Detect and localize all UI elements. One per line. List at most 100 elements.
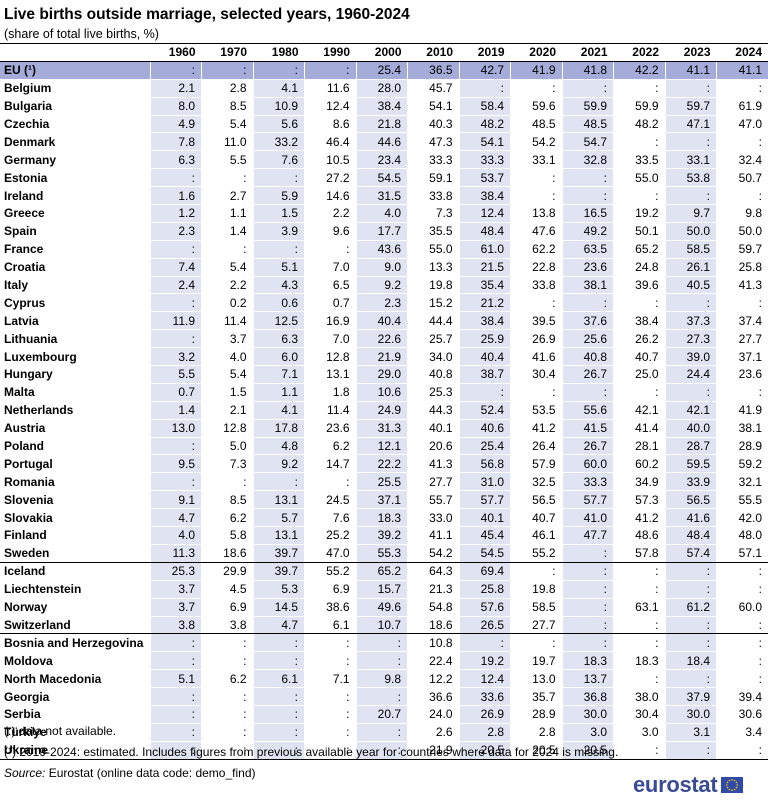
table-cell: : [201, 687, 253, 706]
table-cell: : [304, 705, 356, 724]
table-cell: 25.2 [304, 526, 356, 545]
table-cell: 32.8 [561, 150, 614, 170]
table-cell: : [304, 741, 356, 760]
table-cell: : [613, 79, 665, 98]
table-cell: 17.8 [252, 419, 305, 438]
row-label: Austria [0, 419, 150, 438]
table-cell: 6.3 [149, 150, 202, 170]
table-cell: 5.5 [201, 150, 253, 170]
row-label: Liechtenstein [0, 580, 150, 599]
row-label: Denmark [0, 132, 150, 152]
table-cell: : [664, 383, 717, 402]
table-cell: 59.6 [510, 97, 562, 116]
table-cell: 37.9 [664, 687, 717, 706]
table-cell: 6.2 [201, 669, 253, 689]
table-cell: 41.3 [716, 276, 768, 295]
table-cell: 33.3 [458, 150, 511, 170]
table-cell: 44.3 [407, 401, 459, 420]
year-header: 2023 [665, 43, 717, 62]
table-cell: 43.6 [355, 240, 408, 259]
table-cell: 48.2 [613, 115, 665, 134]
table-cell: 48.4 [458, 222, 511, 241]
table-cell: : [355, 741, 408, 760]
row-label: Poland [0, 437, 150, 456]
table-cell: 30.6 [716, 705, 768, 724]
year-header: 2019 [459, 43, 511, 62]
table-cell: 58.4 [458, 97, 511, 116]
table-cell: : [510, 383, 562, 402]
table-cell: : [561, 633, 614, 653]
table-cell: 2.3 [149, 222, 202, 241]
row-label: Portugal [0, 454, 150, 474]
table-cell: 7.3 [407, 204, 459, 223]
table-cell: 24.4 [664, 365, 717, 384]
table-cell: 22.6 [355, 329, 408, 349]
table-cell: 33.1 [510, 150, 562, 170]
table-cell: 38.4 [458, 311, 511, 331]
table-row: Malta 0.7 1.5 1.1 1.8 10.6 25.3:::::: [0, 383, 768, 402]
table-cell: 2.8 [201, 79, 253, 98]
table-cell: 21.8 [355, 115, 408, 134]
table-cell: 10.9 [252, 97, 305, 116]
table-cell: 40.8 [407, 365, 459, 384]
row-label: Moldova [0, 651, 150, 671]
table-cell: : [149, 705, 202, 724]
table-cell: 4.9 [149, 115, 202, 134]
table-cell: 47.0 [304, 544, 356, 563]
table-cell: 2.1 [201, 401, 253, 420]
table-cell: 9.8 [355, 669, 408, 689]
table-cell: 5.3 [252, 580, 305, 599]
table-cell: 40.5 [664, 276, 717, 295]
row-label: Sweden [0, 544, 150, 563]
table-cell: 24.0 [407, 705, 459, 724]
table-cell: : [201, 723, 253, 742]
table-cell: 28.7 [664, 437, 717, 456]
table-cell: 27.7 [407, 472, 459, 492]
table-row: Serbia::::20.7 24.0 26.9 28.9 30.0 30.4 30.0 30… [0, 705, 768, 724]
table-row: Sweden 11.3 18.6 39.7 47.0 55.3 54.2 54.5 55.2:5… [0, 544, 768, 563]
table-cell: 12.4 [458, 204, 511, 223]
table-cell: 41.5 [561, 419, 614, 438]
table-cell: 9.8 [716, 204, 768, 223]
table-cell: 42.7 [458, 61, 511, 80]
table-cell: 5.4 [201, 258, 253, 277]
table-cell: 57.6 [458, 598, 511, 617]
table-cell: 6.9 [201, 598, 253, 617]
table-cell: : [304, 61, 356, 80]
table-cell: 50.1 [613, 222, 665, 241]
table-cell: 54.2 [407, 544, 459, 563]
table-cell: 8.5 [201, 490, 253, 510]
table-cell: 4.0 [149, 526, 202, 545]
table-cell: 62.2 [510, 240, 562, 259]
table-cell: 41.4 [613, 419, 665, 438]
table-cell: : [716, 669, 768, 689]
table-cell: 39.5 [510, 311, 562, 331]
table-cell: 30.0 [561, 705, 614, 724]
table-cell: 18.6 [407, 616, 459, 635]
table-cell: : [252, 168, 305, 188]
table-cell: : [149, 329, 202, 349]
table-cell: 32.1 [716, 472, 768, 492]
flag-star [727, 786, 729, 789]
table-cell: 3.7 [149, 580, 202, 599]
table-cell: 11.0 [201, 132, 253, 152]
table-cell: : [458, 383, 511, 402]
row-label: Iceland [0, 562, 150, 581]
table-cell: 23.6 [716, 365, 768, 384]
year-header: 2000 [356, 43, 408, 62]
table-cell: 4.7 [149, 508, 202, 528]
table-cell: : [561, 616, 614, 635]
table-cell: : [561, 383, 614, 402]
table-cell: 1.8 [304, 383, 356, 402]
table-cell: 27.7 [510, 616, 562, 635]
table-row: Belgium 2.1 2.8 4.1 11.6 28.0 45.7:::::: [0, 79, 768, 98]
row-label: France [0, 240, 150, 259]
table-cell: 2.8 [458, 723, 511, 742]
table-row: Spain 2.3 1.4 3.9 9.6 17.7 35.5 48.4 47.6 49.2 50.… [0, 222, 768, 241]
table-cell: : [510, 633, 562, 653]
table-cell: 61.2 [664, 598, 717, 617]
table-cell: 27.7 [716, 329, 768, 349]
table-cell: 1.6 [149, 186, 202, 206]
table-cell: 1.1 [252, 383, 305, 402]
table-cell: 11.4 [201, 311, 253, 331]
